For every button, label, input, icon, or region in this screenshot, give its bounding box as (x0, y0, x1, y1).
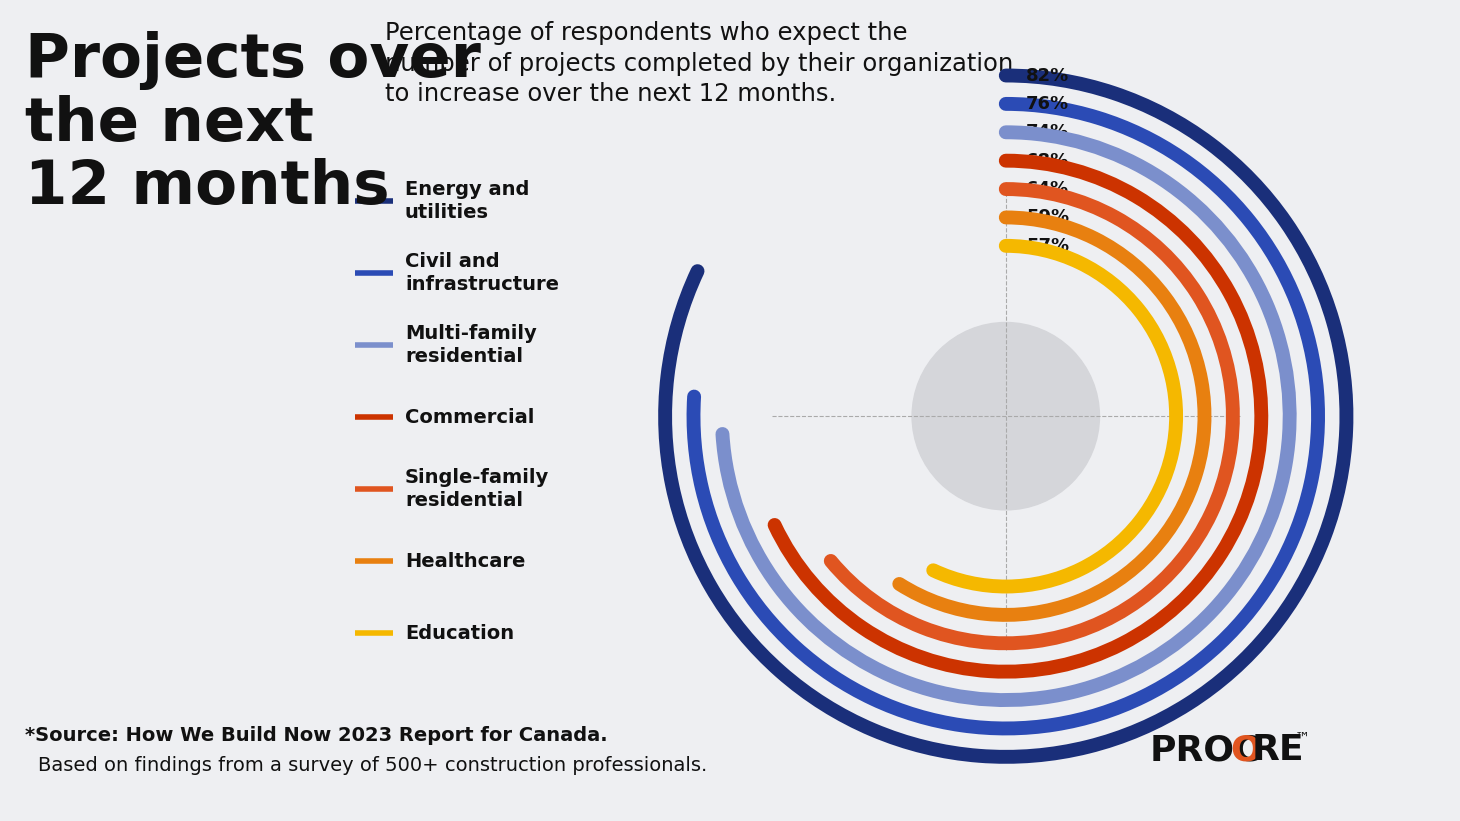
Text: 57%: 57% (1026, 236, 1069, 255)
Text: 74%: 74% (1026, 123, 1069, 141)
Text: 68%: 68% (1026, 152, 1070, 170)
Circle shape (912, 323, 1099, 510)
Text: Commercial: Commercial (404, 407, 534, 426)
Text: *Source: How We Build Now 2023 Report for Canada.: *Source: How We Build Now 2023 Report fo… (25, 726, 607, 745)
Text: Healthcare: Healthcare (404, 552, 526, 571)
Text: RE: RE (1253, 733, 1305, 767)
Text: Based on findings from a survey of 500+ construction professionals.: Based on findings from a survey of 500+ … (38, 756, 707, 775)
Text: Education: Education (404, 623, 514, 643)
Text: 64%: 64% (1026, 180, 1069, 198)
Text: Percentage of respondents who expect the
number of projects completed by their o: Percentage of respondents who expect the… (385, 21, 1013, 106)
Text: Energy and
utilities: Energy and utilities (404, 180, 530, 222)
Text: ™: ™ (1295, 731, 1310, 746)
Text: PROC: PROC (1150, 733, 1261, 767)
Text: 82%: 82% (1026, 67, 1070, 85)
Text: Multi-family
residential: Multi-family residential (404, 324, 537, 366)
Text: 59%: 59% (1026, 209, 1069, 227)
Text: Single-family
residential: Single-family residential (404, 468, 549, 510)
Text: Civil and
infrastructure: Civil and infrastructure (404, 252, 559, 294)
Text: O: O (1229, 733, 1261, 767)
Text: Projects over
the next
12 months: Projects over the next 12 months (25, 31, 480, 218)
Text: 76%: 76% (1026, 95, 1069, 113)
